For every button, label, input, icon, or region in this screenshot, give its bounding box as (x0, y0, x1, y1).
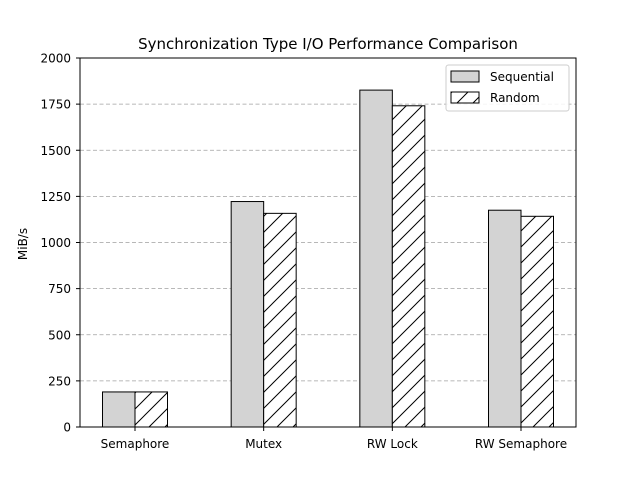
y-tick-label: 0 (63, 421, 71, 435)
bar-sequential-rw-lock (359, 89, 393, 428)
y-tick-label: 2000 (40, 52, 71, 66)
legend-swatch-random (450, 91, 480, 104)
x-tick-label: Semaphore (101, 437, 170, 451)
y-tick-label: 500 (48, 328, 71, 342)
y-axis-label: MiB/s (16, 228, 30, 260)
bar-random-rw-lock (391, 105, 426, 428)
x-tick-label: RW Semaphore (475, 437, 567, 451)
x-tick-label: Mutex (245, 437, 282, 451)
y-axis-ticks: 0 250 500 750 1000 1250 1500 1750 2000 (40, 52, 80, 435)
legend-swatch-sequential (450, 70, 480, 83)
y-tick-label: 1000 (40, 236, 71, 250)
y-tick-label: 1750 (40, 98, 71, 112)
chart-title: Synchronization Type I/O Performance Com… (138, 35, 518, 53)
bar-random-rw-semaphore (520, 215, 554, 428)
y-tick-label: 1250 (40, 190, 71, 204)
x-tick-label: RW Lock (367, 437, 418, 451)
y-tick-label: 1500 (40, 144, 71, 158)
bar-random-semaphore (134, 391, 168, 428)
bar-sequential-semaphore (102, 391, 136, 428)
y-tick-label: 750 (48, 282, 71, 296)
bar-sequential-rw-semaphore (488, 209, 522, 428)
bar-sequential-mutex (230, 201, 265, 428)
bars (102, 89, 554, 428)
x-axis-ticks: Semaphore Mutex RW Lock RW Semaphore (101, 427, 567, 451)
bar-random-mutex (263, 212, 297, 428)
legend-label-random: Random (490, 91, 540, 105)
legend: Sequential Random (445, 64, 570, 112)
legend-label-sequential: Sequential (490, 70, 554, 84)
y-tick-label: 250 (48, 374, 71, 388)
